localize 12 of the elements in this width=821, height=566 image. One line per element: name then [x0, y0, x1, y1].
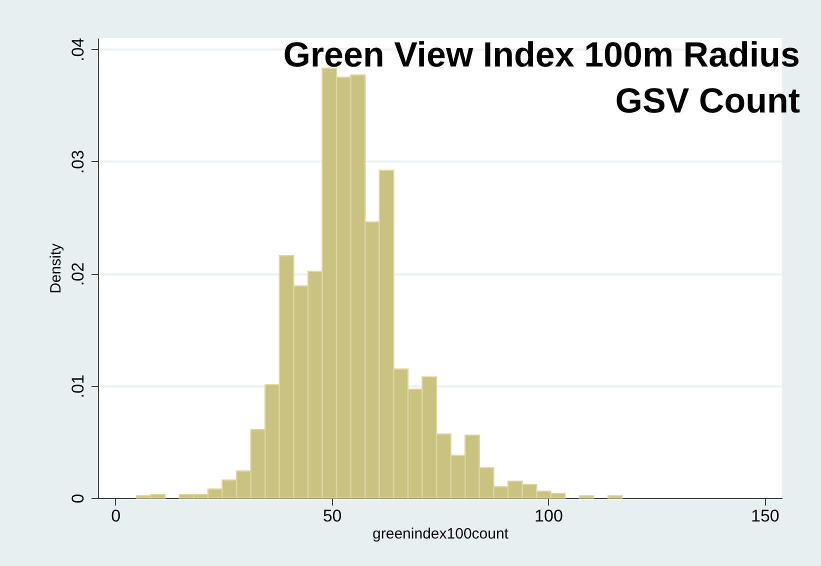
x-tick-label: 150 [750, 506, 780, 526]
y-tick-label: .01 [68, 374, 88, 398]
text: Green View Index 100m Radius GSV Count [283, 35, 800, 120]
y-tick-label: 0 [68, 494, 88, 504]
x-tick-label: 100 [534, 506, 563, 526]
x-tick-label: 0 [111, 506, 121, 526]
y-tick-label: .03 [68, 150, 88, 174]
y-tick-label: .04 [68, 38, 88, 62]
x-axis-title: greenindex100count [372, 526, 510, 542]
y-tick-label: .02 [68, 262, 88, 286]
x-tick-label: 50 [322, 506, 342, 526]
y-axis-title: Density [48, 243, 64, 294]
